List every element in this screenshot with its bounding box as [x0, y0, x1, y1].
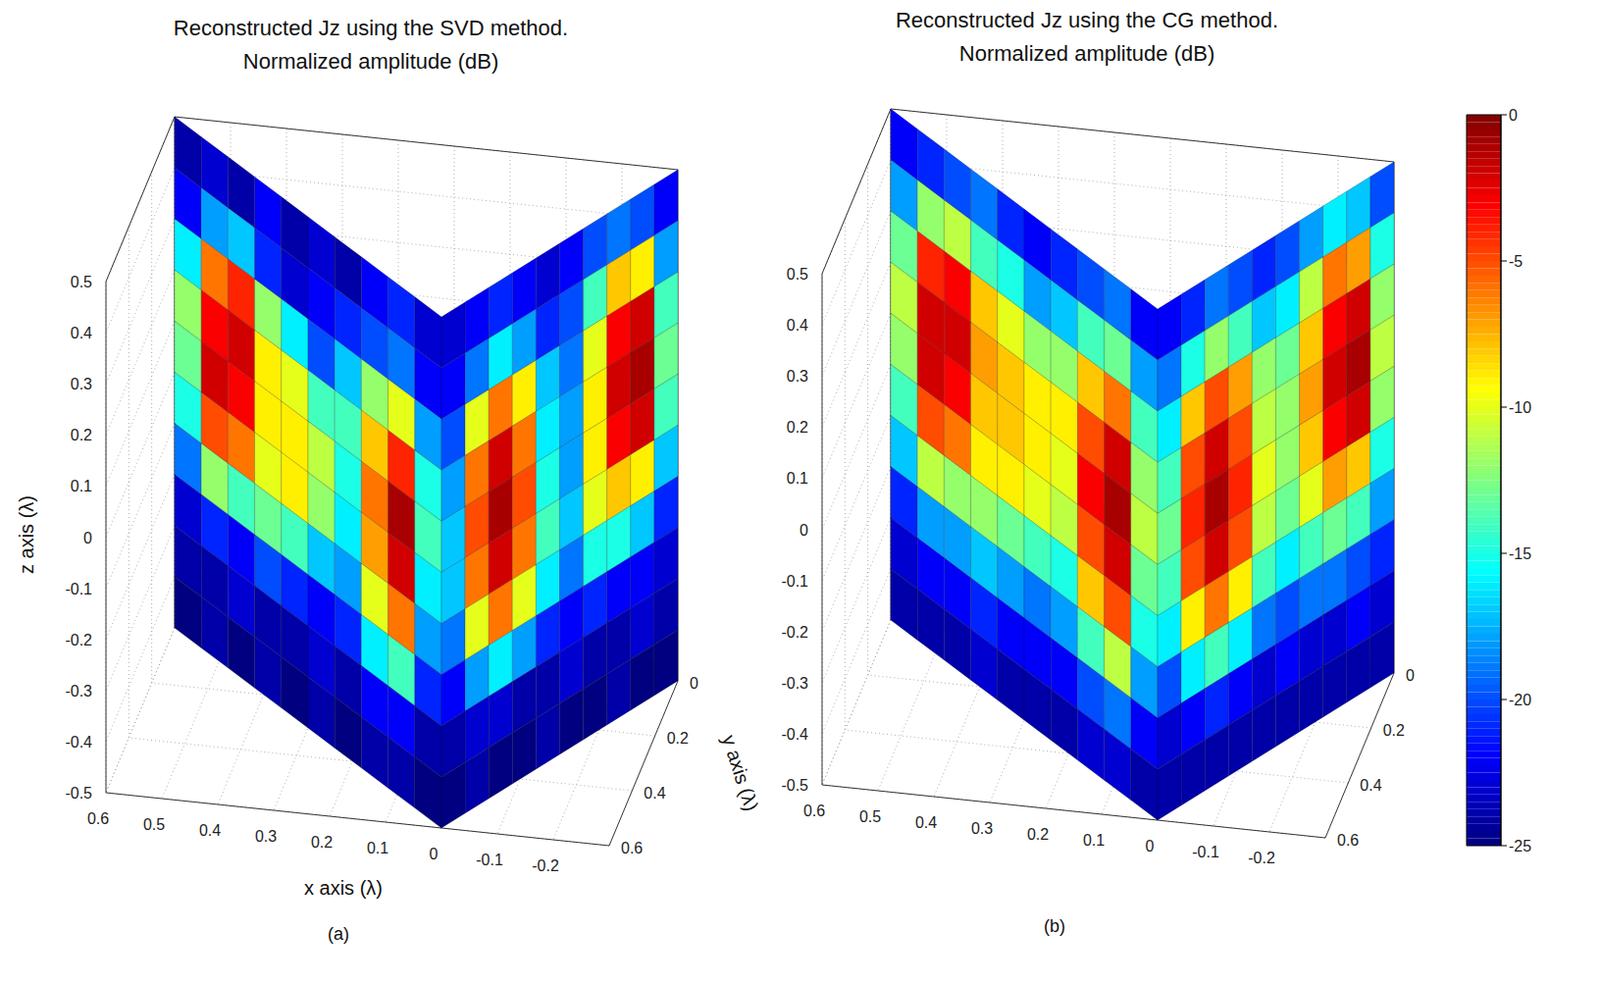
svg-text:0.3: 0.3 — [786, 367, 809, 385]
svg-text:-20: -20 — [1508, 691, 1532, 709]
svg-text:0.6: 0.6 — [620, 839, 643, 857]
svg-text:0.2: 0.2 — [310, 833, 333, 851]
svg-text:0.5: 0.5 — [786, 265, 809, 283]
svg-text:-0.2: -0.2 — [1247, 849, 1276, 867]
svg-text:Normalized amplitude (dB): Normalized amplitude (dB) — [243, 49, 499, 74]
svg-text:0: 0 — [1405, 667, 1415, 684]
svg-text:y axis (λ): y axis (λ) — [718, 731, 764, 814]
svg-text:0.6: 0.6 — [1337, 831, 1359, 849]
svg-text:0.1: 0.1 — [1083, 831, 1105, 849]
svg-text:0.2: 0.2 — [1027, 825, 1049, 843]
svg-text:0.5: 0.5 — [859, 808, 881, 826]
svg-text:z axis (λ): z axis (λ) — [15, 495, 38, 574]
svg-text:-0.2: -0.2 — [780, 623, 809, 641]
svg-text:0.4: 0.4 — [786, 316, 809, 334]
svg-text:0.6: 0.6 — [87, 810, 109, 827]
svg-text:-0.2: -0.2 — [64, 631, 93, 649]
svg-text:0.1: 0.1 — [70, 477, 93, 495]
svg-text:-0.5: -0.5 — [64, 784, 93, 802]
svg-text:-10: -10 — [1508, 399, 1532, 416]
svg-text:0.1: 0.1 — [786, 469, 809, 487]
svg-text:-0.1: -0.1 — [64, 580, 93, 598]
svg-text:0: 0 — [689, 674, 699, 692]
svg-text:Reconstructed Jz using the CG: Reconstructed Jz using the CG method. — [895, 7, 1279, 33]
svg-text:0.6: 0.6 — [803, 802, 826, 820]
svg-text:-0.1: -0.1 — [780, 572, 809, 590]
svg-text:0: 0 — [1145, 837, 1155, 855]
svg-text:0.4: 0.4 — [199, 822, 221, 839]
svg-text:-0.4: -0.4 — [64, 733, 93, 751]
svg-text:0.5: 0.5 — [70, 273, 93, 291]
svg-text:0.2: 0.2 — [786, 418, 809, 436]
svg-text:-15: -15 — [1508, 545, 1532, 563]
svg-text:(b): (b) — [1043, 916, 1066, 936]
svg-text:0: 0 — [429, 845, 439, 863]
svg-text:x axis (λ): x axis (λ) — [304, 877, 383, 899]
svg-text:0.2: 0.2 — [70, 426, 93, 444]
svg-text:0.2: 0.2 — [667, 729, 689, 747]
svg-text:0.5: 0.5 — [143, 816, 165, 833]
svg-text:0: 0 — [83, 529, 93, 547]
svg-text:0.4: 0.4 — [1359, 776, 1382, 794]
svg-text:0: 0 — [1508, 106, 1518, 124]
svg-text:-0.3: -0.3 — [64, 682, 93, 700]
svg-text:-0.2: -0.2 — [531, 857, 560, 875]
svg-text:-0.5: -0.5 — [780, 776, 809, 794]
svg-text:-0.3: -0.3 — [780, 674, 809, 692]
svg-text:-0.1: -0.1 — [1191, 843, 1220, 861]
svg-text:0.4: 0.4 — [643, 784, 666, 802]
svg-text:0.4: 0.4 — [915, 814, 937, 831]
svg-text:0: 0 — [799, 521, 809, 539]
svg-text:-0.1: -0.1 — [475, 851, 504, 869]
svg-text:0.1: 0.1 — [366, 839, 389, 857]
svg-text:-5: -5 — [1508, 253, 1523, 270]
svg-text:Normalized amplitude (dB): Normalized amplitude (dB) — [959, 41, 1215, 66]
svg-text:0.4: 0.4 — [70, 324, 93, 342]
svg-text:-25: -25 — [1508, 837, 1532, 855]
svg-text:(a): (a) — [327, 924, 350, 944]
svg-text:0.3: 0.3 — [255, 827, 277, 845]
svg-text:Reconstructed Jz using the SVD: Reconstructed Jz using the SVD method. — [173, 15, 568, 41]
svg-text:-0.4: -0.4 — [780, 725, 809, 743]
svg-text:0.3: 0.3 — [971, 820, 993, 837]
svg-text:0.3: 0.3 — [70, 375, 93, 393]
svg-text:0.2: 0.2 — [1383, 722, 1405, 739]
